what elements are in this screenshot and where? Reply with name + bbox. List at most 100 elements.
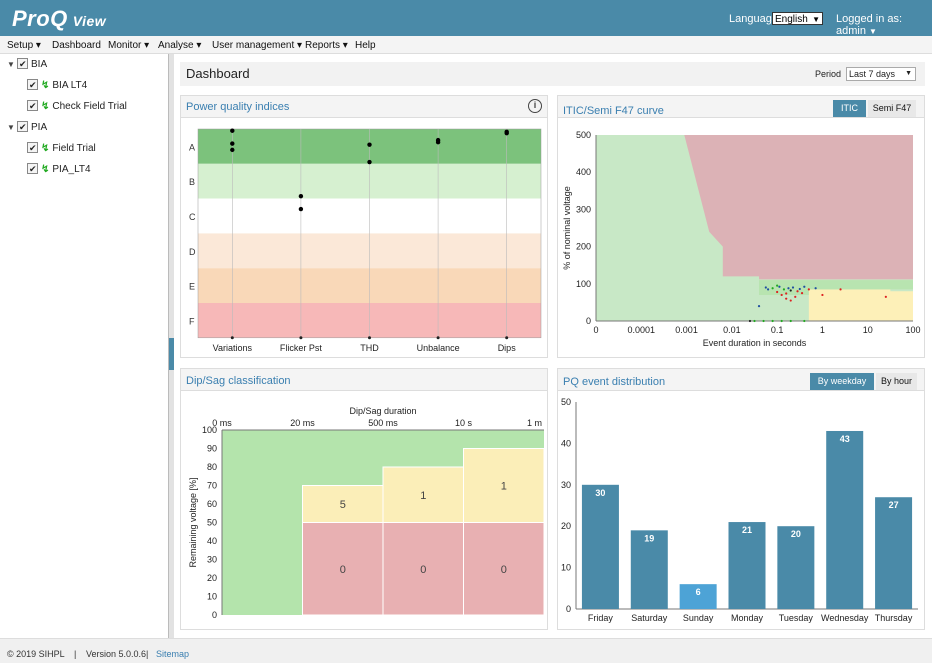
itic-event-point[interactable] (766, 288, 770, 291)
menu-dashboard[interactable]: Dashboard (52, 40, 101, 51)
bar-tuesday[interactable] (777, 526, 815, 609)
itic-event-point[interactable] (785, 297, 788, 300)
tree-node-pia-lt4[interactable]: ↯PIA_LT4 (27, 162, 91, 177)
itic-event-point[interactable] (762, 319, 765, 323)
itic-event-point[interactable] (821, 293, 824, 297)
tree-node-field-trial[interactable]: ↯Field Trial (27, 141, 96, 156)
tree-checkbox[interactable] (17, 120, 28, 134)
dip-cell-top[interactable] (463, 448, 545, 523)
tree-checkbox[interactable] (27, 141, 38, 155)
tree-node-bia-lt4[interactable]: ↯BIA LT4 (27, 78, 88, 93)
y-tick-label: 100 (202, 425, 217, 435)
panel-title: Dip/Sag classification (186, 375, 291, 387)
logged-in-user[interactable]: Logged in as: admin ▼ (836, 13, 903, 37)
itic-event-point[interactable] (789, 289, 792, 292)
tree-node-bia[interactable]: ▼ BIA (7, 57, 47, 72)
y-tick-label: 100 (576, 279, 591, 289)
index-point[interactable] (298, 193, 304, 199)
x-tick-label: 0.01 (723, 325, 741, 335)
index-point[interactable] (367, 159, 372, 165)
index-point[interactable] (504, 130, 509, 136)
bar-sunday[interactable] (679, 584, 717, 609)
index-point[interactable] (367, 142, 372, 147)
tree-node-check-field-trial[interactable]: ↯Check Field Trial (27, 99, 127, 114)
itic-event-point[interactable] (798, 287, 801, 291)
dip-count: 1 (501, 481, 507, 493)
x-tick-label: 0 (593, 325, 598, 335)
menu-analyse[interactable]: Analyse ▾ (158, 40, 202, 51)
period-select[interactable]: Last 7 days ▼ (846, 67, 916, 81)
plug-icon: ↯ (41, 164, 50, 175)
itic-event-point[interactable] (776, 284, 779, 287)
itic-event-point[interactable] (782, 288, 786, 291)
menu-help[interactable]: Help (355, 40, 376, 51)
language-select[interactable]: English ▼ (772, 12, 823, 25)
itic-event-point[interactable] (776, 290, 779, 294)
tree-checkbox[interactable] (27, 99, 38, 113)
menu-setup[interactable]: Setup ▾ (7, 40, 41, 51)
sitemap-link[interactable]: Sitemap (156, 649, 190, 659)
itic-event-point[interactable] (803, 319, 806, 323)
index-point[interactable] (230, 147, 235, 153)
bar-value-label: 20 (791, 529, 801, 539)
tree-checkbox[interactable] (27, 78, 38, 92)
dip-cell-bottom[interactable] (463, 522, 545, 616)
tree-node-pia[interactable]: ▼ PIA (7, 120, 48, 135)
bar-monday[interactable] (728, 522, 766, 609)
index-point[interactable] (230, 141, 235, 146)
x-tick-label: 0.0001 (628, 325, 656, 335)
itic-event-point[interactable] (803, 285, 806, 288)
bar-wednesday[interactable] (826, 430, 864, 609)
itic-event-point[interactable] (753, 319, 756, 323)
itic-event-point[interactable] (771, 319, 774, 323)
dip-cell-bottom[interactable] (382, 522, 464, 616)
y-tick-label: 10 (207, 592, 217, 602)
itic-event-point[interactable] (839, 288, 842, 291)
dip-count: 0 (340, 564, 346, 576)
index-point[interactable] (435, 140, 441, 145)
dip-cell-bottom[interactable] (302, 522, 384, 616)
index-point[interactable] (298, 206, 304, 212)
tab-itic[interactable]: ITIC (833, 100, 866, 117)
logo[interactable]: ProQ View (12, 6, 107, 31)
y-tick-label: 80 (207, 462, 217, 472)
itic-event-point[interactable] (757, 305, 761, 308)
itic-event-point[interactable] (884, 295, 887, 298)
tab-by-weekday[interactable]: By weekday (810, 373, 874, 390)
chevron-down-icon[interactable]: ▼ (7, 123, 15, 132)
itic-event-point[interactable] (778, 285, 781, 288)
itic-event-point[interactable] (764, 286, 767, 289)
itic-event-point[interactable] (771, 287, 774, 290)
menu-monitor[interactable]: Monitor ▾ (108, 40, 150, 51)
itic-event-point[interactable] (789, 319, 792, 323)
itic-event-point[interactable] (780, 293, 783, 297)
splitter-handle[interactable] (169, 338, 174, 370)
itic-event-point[interactable] (791, 286, 795, 289)
tab-semi-f47[interactable]: Semi F47 (868, 100, 916, 117)
tab-by-hour[interactable]: By hour (876, 373, 917, 390)
itic-event-point[interactable] (814, 287, 817, 290)
menu-reports[interactable]: Reports ▾ (305, 40, 348, 51)
bar-friday[interactable] (581, 484, 619, 609)
itic-event-point[interactable] (794, 295, 797, 298)
itic-event-point[interactable] (785, 292, 788, 295)
tree-node-label: PIA (31, 122, 48, 133)
bar-thursday[interactable] (875, 497, 913, 609)
itic-event-point[interactable] (787, 287, 790, 290)
itic-event-point[interactable] (748, 319, 752, 323)
tree-checkbox[interactable] (17, 57, 28, 71)
itic-event-point[interactable] (780, 319, 783, 323)
itic-event-point[interactable] (789, 299, 792, 302)
info-icon[interactable]: i (528, 99, 542, 113)
index-point[interactable] (230, 128, 235, 133)
menu-user-management[interactable]: User management ▾ (212, 40, 303, 51)
itic-event-point[interactable] (800, 292, 804, 295)
grade-label: A (189, 142, 195, 152)
tree-node-label: BIA LT4 (52, 80, 88, 91)
itic-event-point[interactable] (796, 290, 799, 293)
bar-saturday[interactable] (630, 530, 668, 609)
category-label: Tuesday (779, 613, 814, 623)
tree-checkbox[interactable] (27, 162, 38, 176)
itic-event-point[interactable] (807, 288, 810, 291)
chevron-down-icon[interactable]: ▼ (7, 60, 15, 69)
